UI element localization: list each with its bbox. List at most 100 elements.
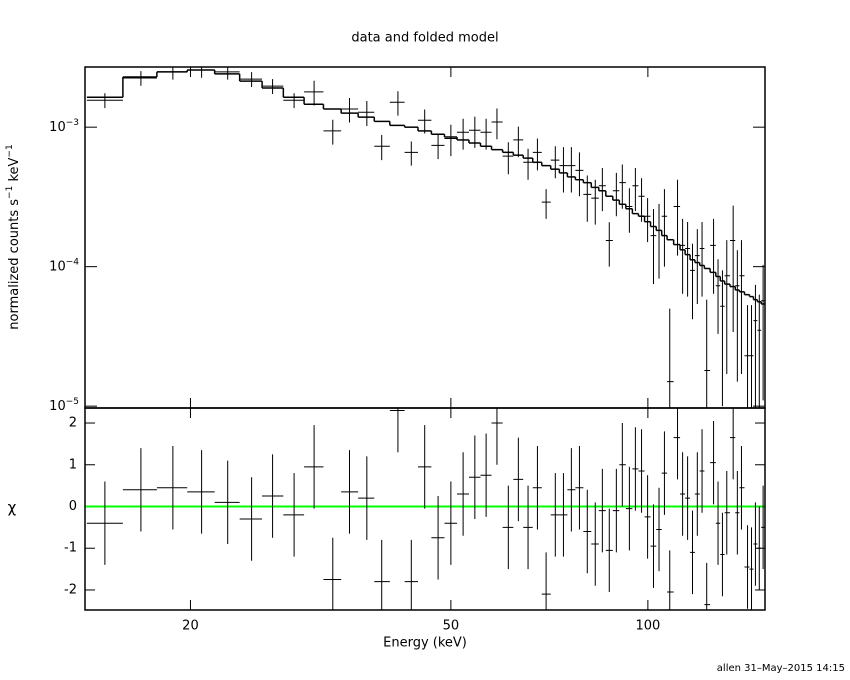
data-point: [304, 80, 324, 106]
data-point: [374, 134, 390, 161]
residual-point: [541, 552, 551, 610]
data-point: [456, 118, 469, 150]
y-label-sup: −1: [5, 186, 15, 199]
residual-point: [389, 408, 405, 453]
data-point: [605, 222, 613, 267]
data-point: [502, 142, 514, 175]
residual-point: [323, 537, 342, 610]
residual-point: [358, 456, 375, 540]
residual-point: [667, 550, 674, 610]
data-point: [612, 172, 620, 217]
data-point: [550, 146, 560, 179]
residual-point: [710, 420, 716, 505]
data-point: [757, 294, 762, 408]
data-point: [187, 67, 215, 78]
residual-axis-label: χ: [8, 499, 17, 517]
residual-point: [749, 527, 754, 610]
residual-point: [239, 477, 263, 561]
data-point: [86, 93, 123, 109]
data-point: [389, 91, 405, 116]
residual-point: [417, 425, 432, 509]
data-point: [656, 203, 662, 279]
residual-point: [304, 425, 324, 509]
residual-point: [502, 485, 514, 570]
residual-point: [612, 468, 620, 553]
data-point: [480, 118, 492, 150]
data-point: [685, 222, 691, 297]
y-tick-label: 10−5: [49, 397, 79, 414]
data-point: [262, 79, 284, 94]
data-point: [644, 198, 651, 243]
y-label-sup: −1: [5, 144, 15, 157]
data-point: [704, 299, 711, 408]
data-point: [650, 209, 657, 285]
residual-point: [468, 435, 481, 520]
data-point: [690, 243, 695, 320]
y-tick-exponent: −5: [66, 397, 79, 407]
residual-point: [513, 437, 524, 522]
data-point: [729, 205, 736, 333]
y-label-part: normalized counts s: [7, 199, 22, 330]
residual-point: [583, 489, 592, 574]
data-point: [739, 240, 745, 375]
y-tick-label: 2: [69, 416, 77, 431]
residual-point: [744, 525, 750, 609]
data-point: [341, 97, 359, 123]
residual-point: [644, 475, 651, 559]
data-point: [532, 138, 542, 171]
data-point: [513, 126, 524, 158]
residual-point: [341, 450, 359, 534]
data-point: [239, 72, 263, 88]
residual-point: [598, 468, 606, 553]
residual-point: [694, 452, 700, 536]
data-point: [720, 270, 725, 407]
data-point: [724, 240, 730, 375]
y-tick-base: 10: [49, 120, 66, 135]
y-tick-base: 10: [49, 399, 66, 414]
data-point: [491, 108, 503, 140]
residual-point: [283, 473, 305, 557]
residual-point: [491, 408, 503, 465]
footer: allen 31–May–2015 14:15: [717, 663, 845, 674]
y-tick-label: 1: [69, 457, 77, 472]
residual-point: [550, 473, 560, 557]
residual-point: [729, 408, 736, 480]
residual-point: [685, 456, 691, 540]
data-point: [710, 218, 716, 294]
data-point: [598, 167, 606, 212]
residual-frame: [84, 407, 766, 611]
chart-title: data and folded model: [351, 31, 498, 46]
residual-point: [444, 481, 457, 565]
residual-point: [559, 473, 568, 557]
data-point: [638, 178, 645, 222]
data-point: [583, 175, 592, 222]
data-point: [715, 259, 721, 334]
data-point: [156, 67, 188, 80]
data-point: [632, 167, 639, 212]
y-tick-base: 10: [49, 259, 66, 274]
data-point: [680, 218, 686, 294]
data-point: [541, 189, 551, 219]
y-tick-exponent: −4: [66, 257, 80, 267]
data-point: [673, 179, 681, 256]
data-point: [358, 101, 375, 126]
residual-point: [735, 471, 740, 555]
residual-point: [404, 539, 418, 610]
y-tick-label: 0: [69, 499, 77, 514]
residual-point: [619, 423, 626, 507]
residual-point: [523, 485, 533, 570]
data-point: [559, 147, 568, 193]
residual-point: [753, 502, 758, 586]
y-tick-label: -1: [64, 541, 77, 556]
data-point: [625, 188, 633, 233]
data-point: [749, 305, 754, 408]
residual-point: [724, 471, 730, 555]
y-label-part: keV: [7, 157, 22, 185]
data-point: [661, 189, 668, 267]
data-point: [567, 147, 576, 193]
residual-point: [661, 431, 668, 515]
x-tick-label: 100: [635, 619, 660, 634]
residual-point: [739, 445, 745, 530]
residual-point: [715, 481, 721, 565]
